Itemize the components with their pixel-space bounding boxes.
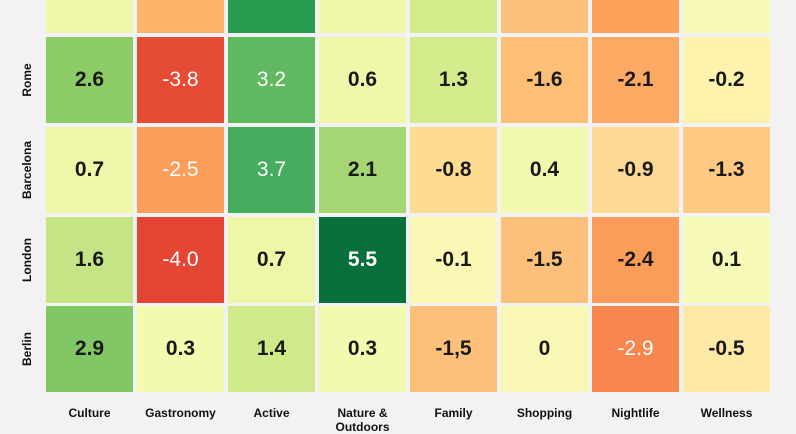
- heatmap-cell: 0.3: [137, 306, 224, 392]
- heatmap-cell: [137, 0, 224, 33]
- column-label: Wellness: [700, 406, 753, 420]
- heatmap-cell: 0.3: [319, 306, 406, 392]
- heatmap-cell: 2.1: [319, 127, 406, 213]
- heatmap-cell: [319, 0, 406, 33]
- heatmap-cell: [228, 0, 315, 33]
- heatmap-cell: 2.6: [46, 37, 133, 123]
- heatmap-cell: 0.6: [319, 37, 406, 123]
- heatmap-cell: -1.5: [501, 217, 588, 303]
- heatmap-cell: [501, 0, 588, 33]
- heatmap-cell: -0.9: [592, 127, 679, 213]
- heatmap-cell: 5.5: [319, 217, 406, 303]
- heatmap-cell: -0.2: [683, 37, 770, 123]
- column-label: Active: [253, 406, 290, 420]
- heatmap-cell: -0.1: [410, 217, 497, 303]
- heatmap-cell: -2.5: [137, 127, 224, 213]
- column-label: Family: [434, 406, 473, 420]
- heatmap-cell: 2.9: [46, 306, 133, 392]
- heatmap-cell: [46, 0, 133, 33]
- heatmap-cell: 1.3: [410, 37, 497, 123]
- heatmap-cell: -0.8: [410, 127, 497, 213]
- heatmap-cell: -3.8: [137, 37, 224, 123]
- column-label: Nightlife: [611, 406, 660, 420]
- heatmap-cell: -2.1: [592, 37, 679, 123]
- heatmap-cell: -1,5: [410, 306, 497, 392]
- heatmap-cell: -0.5: [683, 306, 770, 392]
- heatmap-cell: -2.4: [592, 217, 679, 303]
- heatmap-cell: 1.6: [46, 217, 133, 303]
- row-label: Berlin: [20, 332, 34, 367]
- column-label: Nature & Outdoors: [335, 406, 390, 434]
- heatmap-cell: 1.4: [228, 306, 315, 392]
- column-label: Shopping: [516, 406, 573, 420]
- column-label: Culture: [68, 406, 111, 420]
- heatmap-cell: 0.1: [683, 217, 770, 303]
- heatmap-cell: -1.6: [501, 37, 588, 123]
- heatmap-cell: 3.7: [228, 127, 315, 213]
- heatmap-cell: -1.3: [683, 127, 770, 213]
- heatmap-cell: 0.4: [501, 127, 588, 213]
- heatmap-cell: [410, 0, 497, 33]
- heatmap-cell: 0.7: [46, 127, 133, 213]
- heatmap-cell: -2.9: [592, 306, 679, 392]
- column-label: Gastronomy: [145, 406, 216, 420]
- heatmap-cell: 0.7: [228, 217, 315, 303]
- heatmap-cell: 3.2: [228, 37, 315, 123]
- heatmap-cell: [592, 0, 679, 33]
- heatmap-cell: [683, 0, 770, 33]
- heatmap-cell: 0: [501, 306, 588, 392]
- heatmap-cell: -4.0: [137, 217, 224, 303]
